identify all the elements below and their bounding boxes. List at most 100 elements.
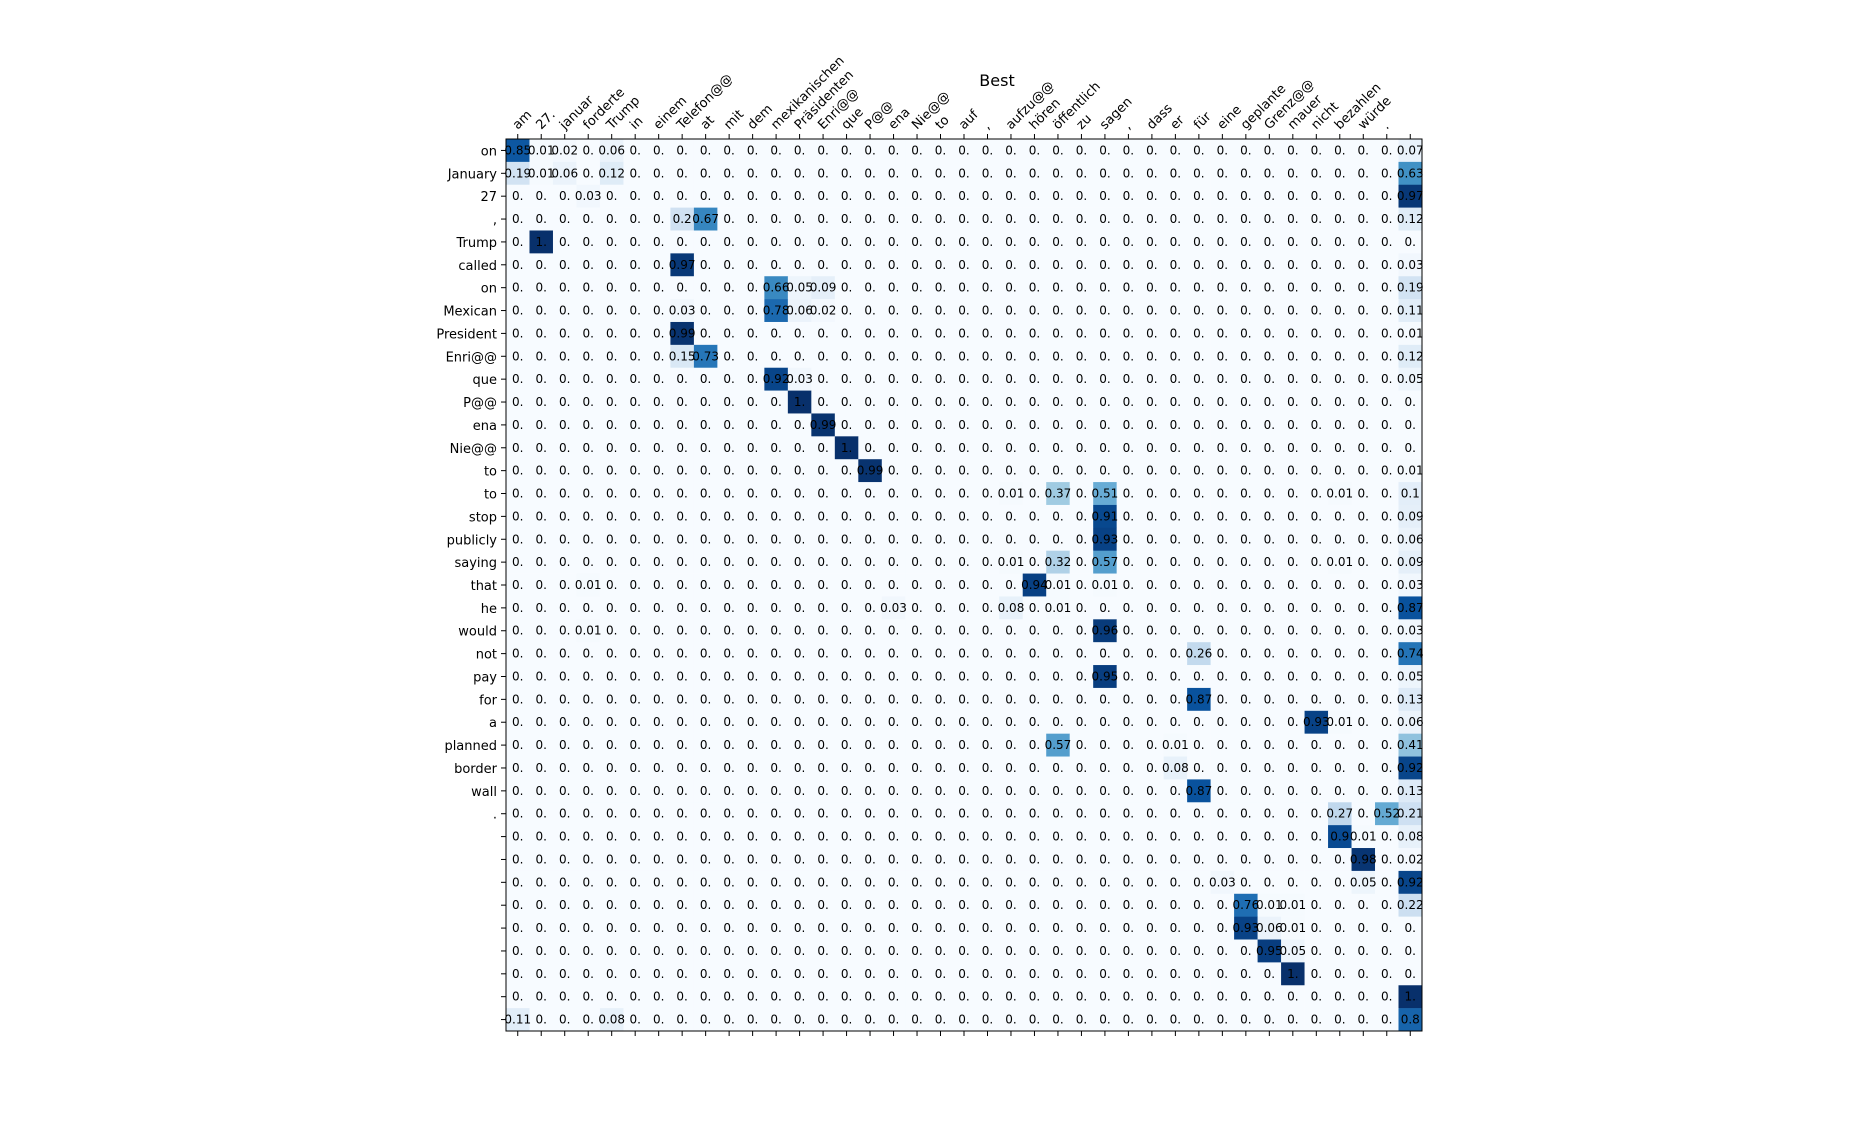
cell-value-label: 0.	[1334, 304, 1345, 318]
cell-value-label: 0.	[1264, 166, 1275, 180]
heatmap-cell	[1140, 321, 1164, 346]
cell-value-label: 0.	[1311, 990, 1322, 1004]
cell-value-label: 0.	[1264, 578, 1275, 592]
heatmap-cell	[975, 276, 1000, 300]
cell-value-label: 0.	[1005, 715, 1016, 729]
cell-value-label: 0.	[1076, 669, 1087, 683]
cell-value-label: 0.	[1076, 761, 1087, 775]
cell-value-label: 0.	[606, 944, 617, 958]
heatmap-cell	[599, 276, 624, 300]
cell-value-label: 0.	[582, 761, 593, 775]
cell-value-label: 0.	[606, 967, 617, 981]
x-tick-label: 27.	[533, 108, 558, 133]
cell-value-label: 0.	[864, 349, 875, 363]
cell-value-label: 0.	[1311, 509, 1322, 523]
cell-value-label: 0.	[1381, 761, 1392, 775]
heatmap-cell	[1116, 184, 1141, 208]
heatmap-cell	[1304, 230, 1329, 254]
cell-value-label: 0.	[512, 921, 523, 935]
cell-value-label: 0.	[606, 898, 617, 912]
heatmap-cell	[928, 184, 953, 208]
cell-value-label: 0.	[817, 692, 828, 706]
cell-value-label: 0.	[1240, 395, 1251, 409]
cell-value-label: 0.	[606, 830, 617, 844]
cell-value-label: 0.	[512, 532, 523, 546]
cell-value-label: 0.	[794, 532, 805, 546]
cell-value-label: 0.	[958, 601, 969, 615]
cell-value-label: 0.	[629, 509, 640, 523]
cell-value-label: 0.	[559, 624, 570, 638]
cell-value-label: 0.	[582, 509, 593, 523]
cell-value-label: 0.	[1217, 784, 1228, 798]
heatmap-cell	[1069, 161, 1094, 186]
cell-value-label: 0.	[1005, 372, 1016, 386]
cell-value-label: 0.	[770, 738, 781, 752]
cell-value-label: 0.	[676, 487, 687, 501]
heatmap-cell	[1328, 207, 1352, 231]
cell-value-label: 0.	[1170, 487, 1181, 501]
cell-value-label: 0.	[1029, 875, 1040, 889]
cell-value-label: 0.	[1123, 967, 1134, 981]
cell-value-label: 0.	[1287, 441, 1298, 455]
cell-value-label: 0.	[1264, 784, 1275, 798]
cell-value-label: 0.	[1146, 738, 1157, 752]
cell-value-label: 0.	[1264, 669, 1275, 683]
cell-value-label: 0.	[1193, 738, 1204, 752]
cell-value-label: 0.	[1146, 532, 1157, 546]
cell-value-label: 0.	[1170, 898, 1181, 912]
cell-value-label: 0.	[1146, 349, 1157, 363]
cell-value-label: 0.	[888, 235, 899, 249]
cell-value-label: 0.	[1029, 967, 1040, 981]
cell-value-label: 0.	[864, 715, 875, 729]
heatmap-cell	[1375, 321, 1399, 346]
cell-value-label: 0.	[888, 852, 899, 866]
cell-value-label: 0.08	[1162, 761, 1189, 775]
cell-value-label: 0.	[559, 921, 570, 935]
cell-value-label: 0.	[1193, 898, 1204, 912]
cell-value-label: 0.	[747, 852, 758, 866]
cell-value-label: 0.	[1123, 532, 1134, 546]
heatmap-cell	[576, 161, 601, 186]
cell-value-label: 0.	[1217, 235, 1228, 249]
cell-value-label: 0.	[958, 715, 969, 729]
heatmap-cell	[552, 321, 577, 346]
cell-value-label: 0.	[1123, 807, 1134, 821]
cell-value-label: 0.	[1099, 258, 1110, 272]
heatmap-cell	[1328, 139, 1352, 163]
cell-value-label: 0.	[1334, 1013, 1345, 1027]
cell-value-label: 0.	[770, 692, 781, 706]
cell-value-label: 0.	[676, 898, 687, 912]
cell-value-label: 0.	[794, 509, 805, 523]
cell-value-label: 0.	[794, 143, 805, 157]
cell-value-label: 0.	[1381, 349, 1392, 363]
cell-value-label: 0.	[1240, 1013, 1251, 1027]
heatmap-cell	[975, 139, 1000, 163]
cell-value-label: 0.	[512, 212, 523, 226]
cell-value-label: 0.	[1052, 189, 1063, 203]
cell-value-label: 0.	[559, 898, 570, 912]
heatmap-cell	[693, 230, 718, 254]
cell-value-label: 0.97	[669, 258, 696, 272]
cell-value-label: 0.	[723, 784, 734, 798]
cell-value-label: 0.	[841, 944, 852, 958]
y-tick-label: publicly	[447, 533, 498, 548]
heatmap-cell	[1328, 276, 1352, 300]
cell-value-label: 0.	[1264, 601, 1275, 615]
cell-value-label: 0.	[700, 532, 711, 546]
cell-value-label: 0.	[1217, 395, 1228, 409]
heatmap-cell	[1022, 253, 1047, 277]
cell-value-label: 0.	[1146, 990, 1157, 1004]
cell-value-label: 0.	[1076, 441, 1087, 455]
cell-value-label: 0.	[817, 372, 828, 386]
cell-value-label: 0.	[1076, 532, 1087, 546]
cell-value-label: 0.	[817, 715, 828, 729]
cell-value-label: 0.	[629, 418, 640, 432]
cell-value-label: 0.	[536, 349, 547, 363]
y-tick-label: wall	[471, 785, 497, 800]
cell-value-label: 0.99	[857, 464, 884, 478]
cell-value-label: 0.	[770, 624, 781, 638]
cell-value-label: 0.	[817, 898, 828, 912]
y-tick-label: a	[489, 716, 497, 731]
heatmap-cell	[858, 253, 883, 277]
cell-value-label: 0.	[864, 143, 875, 157]
